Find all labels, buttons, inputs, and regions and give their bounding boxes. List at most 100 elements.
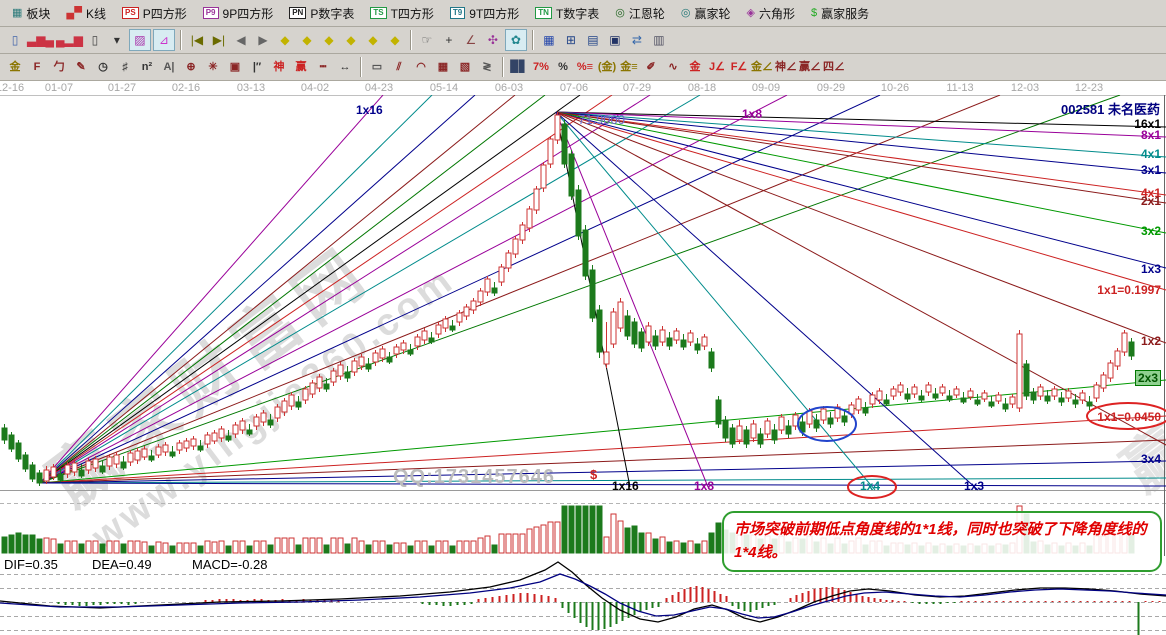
pen-tool-icon[interactable]: ✎ bbox=[76, 61, 86, 73]
f-tool-icon[interactable]: F bbox=[33, 61, 41, 73]
toolbar-divider bbox=[360, 57, 362, 77]
ying-angle-tool-icon[interactable]: 赢∠ bbox=[799, 61, 821, 73]
ruler-tool-icon[interactable]: ♯ bbox=[122, 61, 128, 73]
chart-bars-3-icon[interactable]: ▃▆▄ bbox=[27, 33, 54, 47]
grid-tool-icon[interactable]: ▦ bbox=[437, 61, 449, 73]
fanlines-tool-icon[interactable]: ⫽ bbox=[396, 61, 402, 73]
notes-icon[interactable]: ▤ bbox=[587, 33, 599, 47]
f-angle-tool-icon[interactable]: F∠ bbox=[730, 61, 748, 73]
prev-icon[interactable]: ◀ bbox=[236, 33, 246, 47]
menu-item-12[interactable]: $ 赢家服务 bbox=[803, 2, 877, 24]
next-icon[interactable]: ▶ bbox=[258, 33, 268, 47]
gold-circle-tool-icon[interactable]: (金) bbox=[597, 61, 617, 73]
gridbox-tool-icon[interactable]: ▭ bbox=[371, 61, 383, 73]
a-line-tool-icon[interactable]: A| bbox=[163, 61, 175, 73]
date-axis: 12-16 01-07 01-27 02-16 03-13 04-02 04-23 05-14… bbox=[0, 81, 1166, 95]
clock-tool-icon[interactable]: ◷ bbox=[98, 61, 108, 73]
menu-item-10[interactable]: ◎ 赢家轮 bbox=[673, 2, 739, 24]
width-tool-icon[interactable]: ↔ bbox=[339, 61, 351, 73]
gold-angle-tool-icon[interactable]: 金 bbox=[689, 61, 701, 73]
menu-item-2[interactable]: ▄▀ K线 bbox=[58, 2, 114, 24]
skip-last-icon[interactable]: ▶| bbox=[212, 33, 226, 47]
dropdown-icon[interactable]: ▾ bbox=[113, 33, 120, 47]
ying-tool-icon[interactable]: 赢 bbox=[295, 61, 307, 73]
menu-icon-4: P9 bbox=[202, 7, 219, 19]
diamond-hexpand-icon[interactable]: ◆ bbox=[324, 33, 334, 47]
menu-icon-6: TS bbox=[370, 7, 387, 19]
spiral-tool-icon[interactable]: 勹 bbox=[53, 61, 65, 73]
menu-icon-1: ▦ bbox=[12, 6, 23, 19]
menu-item-11[interactable]: ◈ 六角形 bbox=[739, 2, 803, 24]
menu-icon-3: PS bbox=[122, 7, 139, 19]
toolbar-main: ▯ ▃▆▄ ▄▂▆ ▯ ▾ ▨ ⊿ |◀ ▶| ◀ ▶ ◆ ◆ ◆ ◆ ◆ ◆ ☞ + ∠ ✣ ✿ ▦ ⊞ ▤ ▣ ⇄ ▥ bbox=[0, 27, 1166, 54]
stats-tool-icon[interactable]: ▉▋ bbox=[510, 61, 528, 73]
date-tick: 12-16 bbox=[0, 82, 25, 94]
shen-angle-tool-icon[interactable]: 神∠ bbox=[775, 61, 797, 73]
calendar-icon[interactable]: ▦ bbox=[543, 33, 555, 47]
gold-lines-tool-icon[interactable]: 金≡ bbox=[620, 61, 638, 73]
date-tick: 06-03 bbox=[494, 82, 524, 94]
square-tool-icon[interactable]: ▣ bbox=[229, 61, 241, 73]
hand-icon[interactable]: ☞ bbox=[421, 33, 433, 47]
menu-icon-8: TN bbox=[535, 7, 552, 19]
menu-item-5[interactable]: PN P数字表 bbox=[281, 2, 362, 24]
menu-label-3: P四方形 bbox=[142, 6, 187, 21]
inch-tool-icon[interactable]: |″ bbox=[252, 61, 262, 73]
menu-label-10: 赢家轮 bbox=[694, 6, 731, 21]
menu-label-4: 9P四方形 bbox=[222, 6, 274, 21]
gold2-angle-tool-icon[interactable]: 金∠ bbox=[751, 61, 773, 73]
shen-tool-icon[interactable]: 神 bbox=[273, 61, 285, 73]
menu-item-8[interactable]: TN T数字表 bbox=[527, 2, 607, 24]
arc-tool-icon[interactable]: ◠ bbox=[416, 61, 426, 73]
print-icon[interactable]: ▥ bbox=[653, 33, 665, 47]
gann-shape-icon[interactable]: ✣ bbox=[487, 33, 498, 47]
j-angle-tool-icon[interactable]: J∠ bbox=[709, 61, 725, 73]
date-tick: 07-06 bbox=[559, 82, 589, 94]
chart-area[interactable] bbox=[0, 95, 1166, 635]
zigzag-tool-icon[interactable]: ≷ bbox=[482, 61, 492, 73]
diamond-vexpand-icon[interactable]: ◆ bbox=[368, 33, 378, 47]
angle-tool-icon[interactable]: ∠ bbox=[465, 33, 477, 47]
date-tick: 03-13 bbox=[236, 82, 266, 94]
date-tick: 07-29 bbox=[622, 82, 652, 94]
menu-item-9[interactable]: ◎ 江恩轮 bbox=[607, 2, 673, 24]
menu-label-1: 板块 bbox=[26, 6, 51, 21]
calculator-icon[interactable]: ⊞ bbox=[565, 33, 576, 47]
compass-tool-icon[interactable]: ⊕ bbox=[186, 61, 196, 73]
four-angle-tool-icon[interactable]: 四∠ bbox=[823, 61, 845, 73]
menu-item-7[interactable]: T9 9T四方形 bbox=[442, 2, 527, 24]
save-icon[interactable]: ▣ bbox=[609, 33, 621, 47]
pct7-tool-icon[interactable]: 7% bbox=[533, 61, 549, 73]
diamond-left-icon[interactable]: ◆ bbox=[280, 33, 290, 47]
menu-icon-7: T9 bbox=[449, 7, 466, 19]
candle-style-icon[interactable]: ▯ bbox=[91, 33, 99, 47]
diamond-right-icon[interactable]: ◆ bbox=[302, 33, 312, 47]
star-tool-icon[interactable]: ✳ bbox=[208, 61, 218, 73]
date-tick: 01-27 bbox=[107, 82, 137, 94]
pct-lines-tool-icon[interactable]: %≡ bbox=[576, 61, 594, 73]
pen2-tool-icon[interactable]: ✐ bbox=[646, 61, 656, 73]
gold-tool-icon[interactable]: 金 bbox=[9, 61, 21, 73]
ruler123-tool-icon[interactable]: ┅ bbox=[319, 61, 327, 73]
gridfill-tool-icon[interactable]: ▧ bbox=[459, 61, 471, 73]
export-icon[interactable]: ⇄ bbox=[631, 33, 642, 47]
doc-icon[interactable]: ▯ bbox=[11, 33, 19, 47]
diamond-vcompress-icon[interactable]: ◆ bbox=[390, 33, 400, 47]
chart-bars-9-icon[interactable]: ▄▂▆ bbox=[55, 33, 83, 47]
n2-tool-icon[interactable]: n² bbox=[141, 61, 153, 73]
menu-item-4[interactable]: P9 9P四方形 bbox=[195, 2, 281, 24]
menu-icon-9: ◎ bbox=[615, 6, 625, 19]
wave-tool-icon[interactable]: ∿ bbox=[668, 61, 678, 73]
flag-icon[interactable]: ⊿ bbox=[152, 29, 175, 51]
skip-first-icon[interactable]: |◀ bbox=[190, 33, 204, 47]
menu-item-1[interactable]: ▦ 板块 bbox=[4, 2, 58, 24]
menu-label-2: K线 bbox=[86, 6, 107, 21]
menu-item-6[interactable]: TS T四方形 bbox=[362, 2, 442, 24]
crosshair-icon[interactable]: + bbox=[445, 33, 453, 47]
date-tick: 02-16 bbox=[171, 82, 201, 94]
pattern-icon[interactable]: ▨ bbox=[128, 29, 151, 51]
menu-item-3[interactable]: PS P四方形 bbox=[114, 2, 195, 24]
pct-tool-icon[interactable]: % bbox=[558, 61, 568, 73]
brain-icon[interactable]: ✿ bbox=[504, 29, 527, 51]
diamond-hcompress-icon[interactable]: ◆ bbox=[346, 33, 356, 47]
